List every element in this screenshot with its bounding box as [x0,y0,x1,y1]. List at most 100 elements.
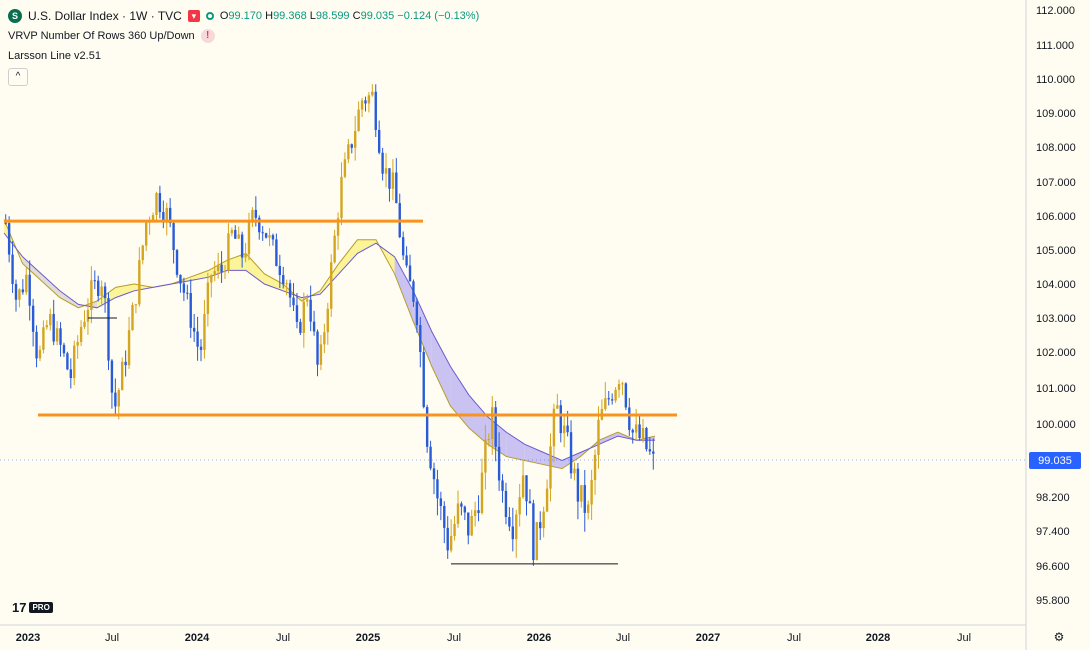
candle-down [309,299,312,322]
candle-up [223,270,227,272]
candle-down [511,526,515,540]
larsson-slow-line [3,232,655,462]
candle-down [103,286,107,299]
candle-up [127,330,131,366]
candle-down [439,498,443,506]
candle-down [69,369,73,379]
price-tick-label: 101.000 [1036,383,1076,395]
collapse-legend-icon[interactable]: ^ [8,68,28,86]
candle-down [460,503,463,507]
candle-down [254,209,258,218]
candle-down [7,223,11,255]
current-price-label: 99.035 [1029,452,1081,469]
symbol-title[interactable]: U.S. Dollar Index · 1W · TVC [28,9,182,23]
price-tick-label: 108.000 [1036,142,1076,154]
candle-down [463,506,467,513]
indicator-larsson-label[interactable]: Larsson Line v2.51 [8,50,101,62]
price-tick-label: 102.000 [1036,347,1076,359]
candle-up [347,144,350,160]
chart-legend: S U.S. Dollar Index · 1W · TVC ▾ O99.170… [8,6,479,86]
candle-down [35,331,38,359]
candle-up [90,280,93,310]
larsson-band-segment [245,253,265,284]
candle-up [144,222,148,246]
candle-up [79,326,83,342]
candle-down [624,383,628,408]
candle-up [563,425,566,434]
candle-down [415,301,419,326]
legend-indicator-vrvp[interactable]: VRVP Number Of Rows 360 Up/Down ! [8,26,479,46]
candle-down [425,407,429,447]
larsson-band-segment [431,331,451,406]
candle-up [617,383,621,390]
larsson-band-segment [338,239,358,274]
candle-up [134,304,138,306]
time-axis[interactable]: 2023 Jul 2024 Jul 2025 Jul 2026 Jul 2027 Jul 2028 J… [16,632,971,644]
candle-up [38,349,42,359]
candle-up [227,233,230,271]
larsson-band-segment [41,273,60,298]
larsson-band-segment [506,432,525,461]
candle-up [18,289,21,300]
price-tick-label: 104.000 [1036,279,1076,291]
price-tick-label: 103.000 [1036,313,1076,325]
candle-up [210,275,213,283]
time-tick-label: Jul [787,632,801,644]
candle-down [97,280,100,296]
candle-up [391,172,395,189]
candle-down [220,264,223,272]
candle-down [648,449,652,452]
candle-up [230,229,234,234]
time-tick-label: 2028 [866,632,890,644]
candle-up [117,390,120,407]
candle-down [278,265,282,276]
candle-down [66,353,69,370]
candle-down [525,475,528,502]
larsson-band-segment [357,239,376,254]
candle-down [186,292,189,294]
candle-up [590,479,593,505]
candle-up [237,234,240,239]
candle-down [377,129,381,153]
candle-down [288,283,292,298]
candle-up [473,510,477,516]
candle-up [484,439,487,473]
candle-up [343,159,347,177]
candle-down [172,223,175,251]
indicator-vrvp-label[interactable]: VRVP Number Of Rows 360 Up/Down [8,30,195,42]
candle-down [62,344,66,354]
candle-down [532,503,535,561]
larsson-band-segment [97,287,116,308]
gear-icon[interactable]: ⚙ [1053,630,1065,644]
candle-down [388,168,391,189]
candle-up [131,305,134,331]
market-closed-icon: ▾ [187,10,200,22]
candle-down [539,522,542,529]
candle-up [251,209,254,222]
candle-down [162,212,165,222]
candle-up [336,218,340,236]
candle-down [275,239,278,266]
time-tick-label: Jul [957,632,971,644]
candle-down [559,405,562,434]
candle-down [31,305,35,332]
larsson-band-segment [115,284,135,298]
price-axis[interactable]: 112.000 111.000 110.000 109.000 108.000 107.0… [1036,5,1076,607]
tradingview-logo[interactable]: 17 PRO [12,600,53,615]
ohlc-values: O99.170 H99.368 L98.599 C99.035 −0.124 (… [219,10,480,22]
warning-icon[interactable]: ! [200,29,215,43]
candle-down [295,305,299,322]
candle-up [86,309,90,322]
candle-down [258,217,261,233]
time-tick-label: Jul [276,632,290,644]
time-tick-label: Jul [447,632,461,644]
candle-down [192,327,196,332]
price-tick-label: 109.000 [1036,108,1076,120]
candle-down [234,229,237,239]
candle-up [449,536,453,551]
candle-up [456,503,460,524]
candle-up [55,328,59,342]
candle-up [326,308,329,333]
legend-indicator-larsson[interactable]: Larsson Line v2.51 [8,46,479,66]
